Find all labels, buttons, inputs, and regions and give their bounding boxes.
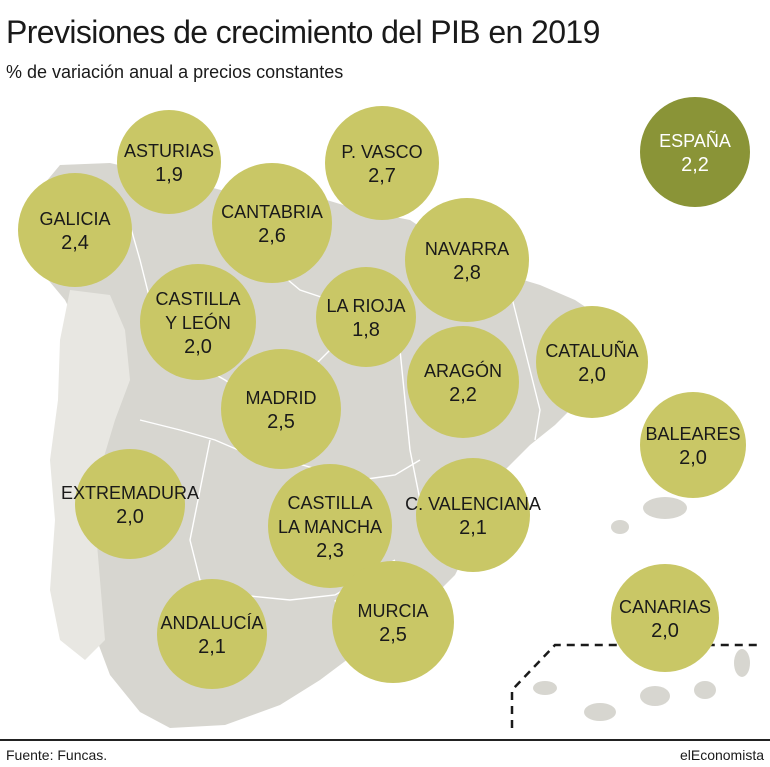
bubble-navarra: NAVARRA 2,8 xyxy=(405,198,529,322)
bubble-circle xyxy=(157,579,267,689)
island-shape xyxy=(533,681,557,695)
region-name: BALEARES xyxy=(645,424,740,444)
region-name: GALICIA xyxy=(39,209,110,229)
bubble-circle xyxy=(75,449,185,559)
page-subtitle: % de variación anual a precios constante… xyxy=(6,62,344,82)
island-shape xyxy=(640,686,670,706)
region-value: 2,0 xyxy=(116,506,144,528)
region-name: ARAGÓN xyxy=(424,360,502,381)
bubble-circle xyxy=(332,561,454,683)
region-name: ESPAÑA xyxy=(659,130,731,151)
region-value: 2,2 xyxy=(449,384,477,406)
bubble-circle xyxy=(416,458,530,572)
region-value: 2,0 xyxy=(679,447,707,469)
bubble-circle xyxy=(640,97,750,207)
bubble-la-rioja: LA RIOJA 1,8 xyxy=(316,267,416,367)
bubble-extremadura: EXTREMADURA 2,0 xyxy=(61,449,199,559)
brand-logo: elEconomista xyxy=(679,747,764,763)
bubble-castilla-leon: CASTILLA Y LEÓN 2,0 xyxy=(140,264,256,380)
region-name: Y LEÓN xyxy=(165,312,231,333)
bubble-circle xyxy=(407,326,519,438)
canary-islands xyxy=(533,649,750,721)
bubble-andalucia: ANDALUCÍA 2,1 xyxy=(157,579,267,689)
region-value: 2,2 xyxy=(681,154,709,176)
region-name: MADRID xyxy=(246,388,317,408)
bubble-circle xyxy=(536,306,648,418)
region-value: 2,0 xyxy=(578,364,606,386)
bubble-aragon: ARAGÓN 2,2 xyxy=(407,326,519,438)
region-name: P. VASCO xyxy=(341,142,422,162)
bubble-asturias: ASTURIAS 1,9 xyxy=(117,110,221,214)
region-name: LA RIOJA xyxy=(326,296,405,316)
bubble-circle xyxy=(18,173,132,287)
region-name: MURCIA xyxy=(358,601,429,621)
bubble-canarias: CANARIAS 2,0 xyxy=(611,564,719,672)
border-line xyxy=(129,224,366,401)
bubble-baleares: BALEARES 2,0 xyxy=(640,392,746,498)
border-line xyxy=(509,289,541,441)
bubble-circle xyxy=(140,264,256,380)
region-value: 1,8 xyxy=(352,319,380,341)
bubble-castilla-la-mancha: CASTILLA LA MANCHA 2,3 xyxy=(268,464,392,588)
region-name: EXTREMADURA xyxy=(61,483,199,503)
page-title: Previsiones de crecimiento del PIB en 20… xyxy=(6,14,600,50)
bubble-murcia: MURCIA 2,5 xyxy=(332,561,454,683)
region-name: ASTURIAS xyxy=(124,141,214,161)
bubble-cataluna: CATALUÑA 2,0 xyxy=(536,306,648,418)
region-value: 2,4 xyxy=(61,232,89,254)
bubble-madrid: MADRID 2,5 xyxy=(221,349,341,469)
island-shape xyxy=(734,649,750,677)
region-name: C. VALENCIANA xyxy=(405,494,541,514)
region-name: CATALUÑA xyxy=(545,340,638,361)
bubble-circle xyxy=(325,106,439,220)
island-shape xyxy=(643,497,687,519)
region-value: 1,9 xyxy=(155,164,183,186)
island-shape xyxy=(611,520,629,534)
region-value: 2,0 xyxy=(184,336,212,358)
bubble-circle xyxy=(316,267,416,367)
region-value: 2,1 xyxy=(459,517,487,539)
island-shape xyxy=(584,703,616,721)
bubble-p-vasco: P. VASCO 2,7 xyxy=(325,106,439,220)
bubble-circle xyxy=(117,110,221,214)
region-name: LA MANCHA xyxy=(278,517,382,537)
region-name: NAVARRA xyxy=(425,239,509,259)
region-name: CASTILLA xyxy=(155,289,240,309)
region-name: ANDALUCÍA xyxy=(160,613,263,633)
island-shape xyxy=(694,681,716,699)
region-value: 2,7 xyxy=(368,165,396,187)
source-note: Fuente: Funcas. xyxy=(6,747,108,763)
bubble-circle xyxy=(221,349,341,469)
bubble-c-valenciana: C. VALENCIANA 2,1 xyxy=(405,458,541,572)
bubble-circle xyxy=(212,163,332,283)
footer-rule xyxy=(0,739,770,741)
region-value: 2,3 xyxy=(316,540,344,562)
region-bubbles: ASTURIAS 1,9 P. VASCO 2,7 ESPAÑA 2,2 GALICIA 2,… xyxy=(18,97,750,689)
bubble-circle xyxy=(611,564,719,672)
bubble-cantabria: CANTABRIA 2,6 xyxy=(212,163,332,283)
bubble-circle xyxy=(268,464,392,588)
region-value: 2,5 xyxy=(379,624,407,646)
region-value: 2,6 xyxy=(258,225,286,247)
region-value: 2,8 xyxy=(453,262,481,284)
bubble-circle xyxy=(640,392,746,498)
bubble-galicia: GALICIA 2,4 xyxy=(18,173,132,287)
region-name: CANARIAS xyxy=(619,597,711,617)
region-value: 2,5 xyxy=(267,411,295,433)
bubble-circle xyxy=(405,198,529,322)
bubble-espana: ESPAÑA 2,2 xyxy=(640,97,750,207)
region-value: 2,1 xyxy=(198,636,226,658)
region-name: CANTABRIA xyxy=(221,202,323,222)
region-name: CASTILLA xyxy=(287,493,372,513)
region-value: 2,0 xyxy=(651,620,679,642)
